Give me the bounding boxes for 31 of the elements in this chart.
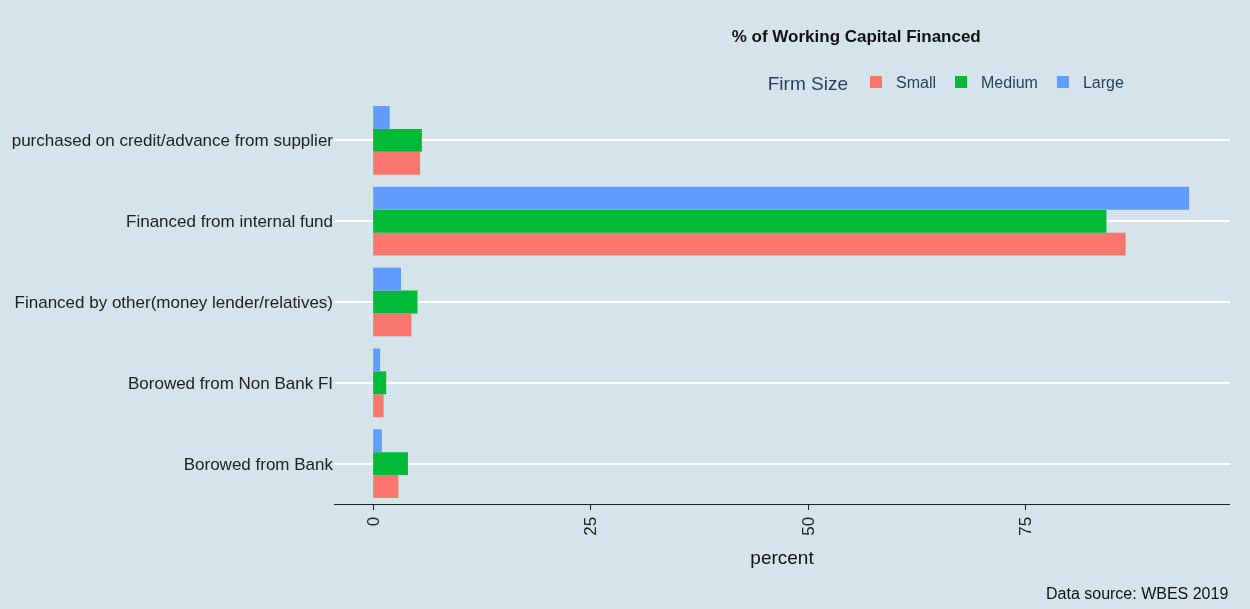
legend-label: Medium	[981, 74, 1038, 92]
y-tick-label: Borowed from Bank	[183, 454, 334, 474]
bar	[373, 429, 382, 453]
bar	[373, 348, 381, 372]
bar	[373, 106, 390, 129]
bar	[373, 475, 399, 498]
bar	[373, 313, 412, 337]
y-tick-label: Financed from internal fund	[126, 212, 333, 232]
x-axis-title: percent	[750, 546, 815, 568]
bar	[373, 290, 418, 314]
x-tick-label: 50	[798, 516, 818, 536]
y-tick-label: Financed by other(money lender/relatives)	[14, 292, 333, 312]
source-note: Data source: WBES 2019	[1046, 585, 1229, 602]
legend-title: Firm Size	[767, 72, 848, 94]
bar	[373, 209, 1107, 233]
bar	[373, 371, 387, 395]
x-tick-label: 25	[581, 516, 601, 536]
bar	[373, 186, 1190, 210]
y-tick-label: purchased on credit/advance from supplier	[11, 131, 334, 151]
x-tick-label: 75	[1016, 516, 1036, 536]
bar	[373, 267, 401, 291]
legend-label: Small	[895, 74, 937, 92]
bar	[373, 232, 1126, 256]
legend-label: Large	[1082, 74, 1124, 92]
bar	[373, 452, 408, 476]
bar	[373, 394, 384, 418]
bar	[373, 151, 421, 175]
bar	[373, 128, 422, 152]
y-tick-label: Borowed from Non Bank FI	[127, 373, 333, 393]
x-tick-label: 0	[363, 516, 383, 527]
chart-title: % of Working Capital Financed	[731, 27, 981, 47]
